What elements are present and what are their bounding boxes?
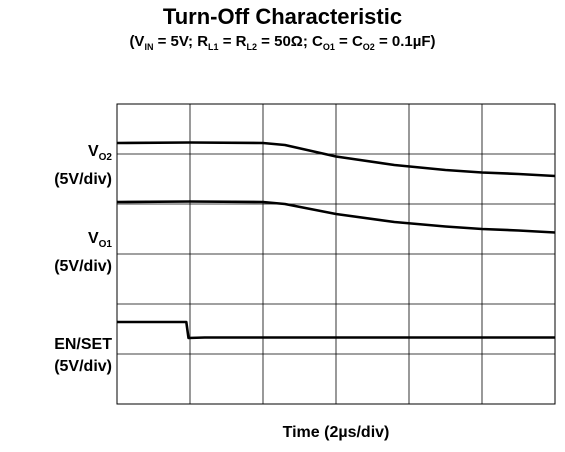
- chart-subtitle: (VIN = 5V; RL1 = RL2 = 50Ω; CO1 = CO2 = …: [129, 33, 436, 52]
- x-axis-label: Time (2µs/div): [282, 424, 390, 441]
- channel-label-en-set: EN/SET (5V/div): [54, 336, 112, 375]
- channel-label-vo2: VO2 (5V/div): [54, 143, 112, 189]
- traces: [116, 141, 556, 340]
- trace-vo1: [116, 200, 556, 234]
- chart-title: Turn-Off Characteristic: [162, 4, 403, 29]
- trace-en-set: [117, 320, 555, 340]
- grid: [116, 103, 556, 405]
- trace-vo2: [116, 141, 556, 178]
- channel-label-vo1: VO1 (5V/div): [54, 230, 112, 276]
